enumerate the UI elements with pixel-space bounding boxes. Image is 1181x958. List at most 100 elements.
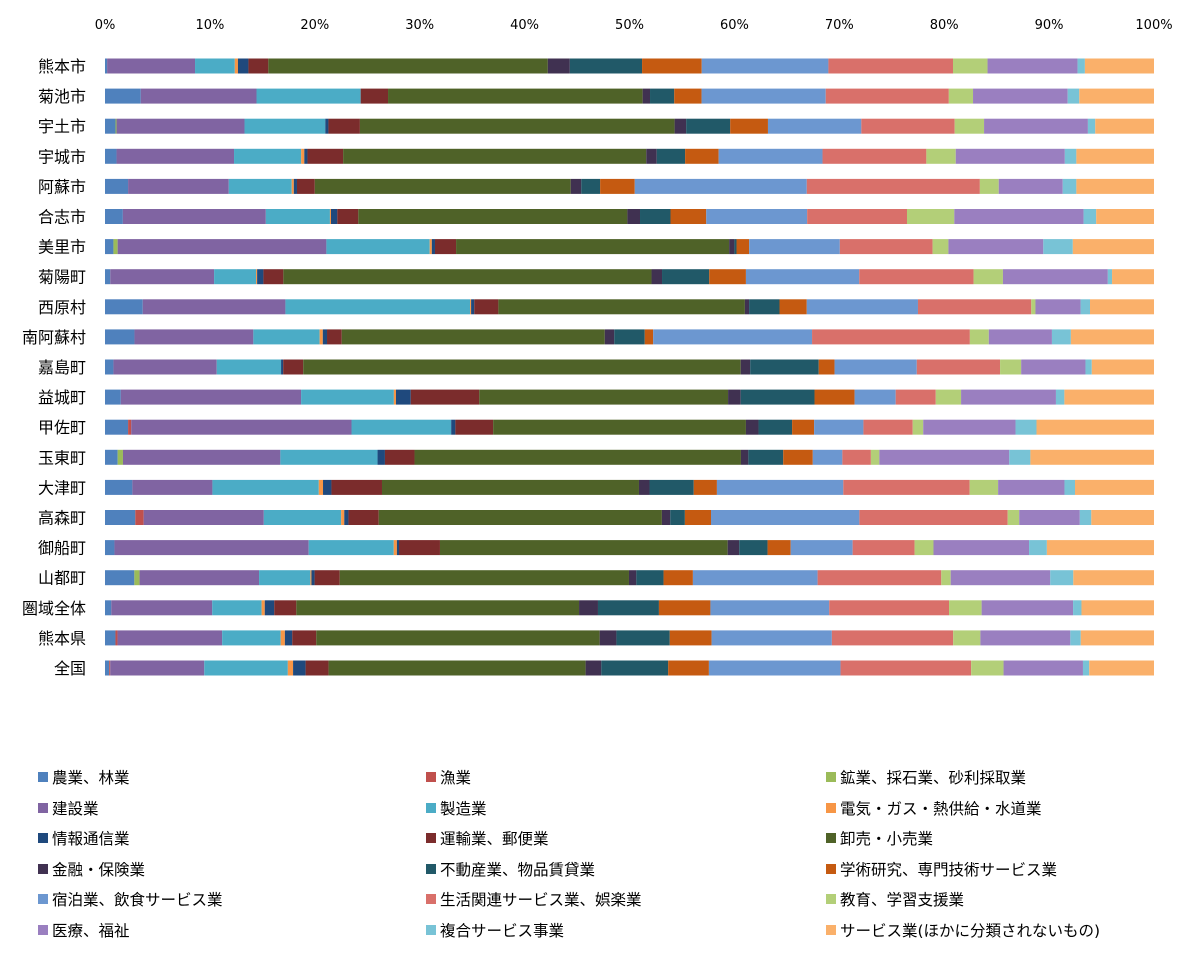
bar-segment [1009, 449, 1031, 465]
bar-segment [840, 660, 972, 676]
bar-segment [264, 600, 275, 616]
bar-segment [105, 510, 136, 525]
bar-segment [988, 329, 1052, 345]
bar-segment [399, 540, 440, 556]
bar-segment [1090, 299, 1154, 315]
bar-segment [973, 269, 1003, 285]
category-label: 熊本県 [38, 629, 86, 648]
bar-segment [1095, 118, 1154, 134]
legend-label: 電気・ガス・熱供給・水道業 [840, 799, 1042, 818]
bar-segment [1076, 148, 1154, 164]
bar-segment [105, 660, 110, 676]
bar-segment [341, 510, 345, 525]
bar-segment [709, 269, 746, 285]
bar-segment [812, 329, 970, 345]
bar-segment [1064, 389, 1154, 405]
legend-swatch [826, 894, 836, 905]
bar-segment [1079, 88, 1154, 104]
bar-segment [1051, 329, 1071, 345]
category-label: 阿蘇市 [38, 177, 86, 196]
category-label: 御船町 [38, 539, 86, 558]
bar-row [105, 510, 1154, 525]
bar-segment [879, 449, 1010, 465]
legend-swatch [826, 924, 836, 935]
bar-segment [110, 269, 215, 285]
bar-segment [212, 479, 319, 495]
bar-segment [854, 389, 896, 405]
bar-segment [817, 570, 942, 586]
bar-segment [740, 389, 815, 405]
bar-segment [128, 178, 229, 194]
bar-segment [1067, 88, 1080, 104]
bar-segment [998, 479, 1065, 495]
bar-segment [115, 118, 117, 134]
bar-segment [640, 209, 671, 224]
category-label: 合志市 [38, 208, 86, 227]
bar-segment [739, 540, 768, 556]
bar-segment [327, 329, 342, 345]
bar-segment [105, 570, 135, 586]
bar-segment [923, 419, 1016, 435]
legend-item: 宿泊業、飲食サービス業 [38, 884, 426, 915]
bar-segment [1000, 359, 1022, 375]
bar-segment [341, 329, 605, 345]
bar-segment [952, 58, 988, 74]
category-label: 美里市 [38, 238, 86, 257]
bar-segment [638, 479, 650, 495]
bar-segment [1070, 630, 1081, 646]
legend-label: 医療、福祉 [52, 921, 130, 940]
bar-segment [708, 660, 841, 676]
bar-segment [285, 299, 471, 315]
bar-segment [134, 329, 254, 345]
bar-segment [498, 299, 745, 315]
bar-segment [693, 479, 717, 495]
bar-segment [861, 118, 955, 134]
bar-segment [656, 148, 686, 164]
bar-segment [451, 419, 456, 435]
bar-segment [674, 118, 687, 134]
bar-segment [692, 570, 818, 586]
bar-segment [434, 239, 457, 255]
legend-item: 製造業 [426, 793, 826, 824]
bar-segment [1087, 118, 1096, 134]
bar-segment [852, 540, 915, 556]
bar-segment [730, 118, 768, 134]
bar-segment [745, 269, 860, 285]
bar-segment [1021, 359, 1086, 375]
bar-segment [581, 178, 601, 194]
bar-segment [105, 58, 108, 74]
legend-label: 教育、学習支援業 [840, 891, 965, 910]
bar-segment [105, 209, 123, 224]
bar-segment [111, 600, 213, 616]
category-label: 全国 [54, 659, 86, 678]
bar-segment [293, 178, 297, 194]
bar-segment [1036, 419, 1154, 435]
bar-segment [806, 178, 980, 194]
bar-segment [348, 510, 379, 525]
bar-segment [685, 148, 719, 164]
bar-segment [600, 178, 635, 194]
legend-item: 医療、福祉 [38, 915, 426, 946]
legend-item: 情報通信業 [38, 823, 426, 854]
bar-segment [261, 600, 265, 616]
bar-segment [953, 630, 981, 646]
bar-row [105, 359, 1154, 375]
bar-segment [686, 118, 731, 134]
category-label: 玉東町 [38, 448, 86, 467]
bar-row [105, 479, 1154, 495]
bar-segment [614, 329, 645, 345]
bar-segment [105, 389, 121, 405]
legend-item: 金融・保険業 [38, 854, 426, 885]
legend-swatch [826, 863, 836, 874]
legend-swatch [38, 924, 48, 935]
bar-segment [646, 148, 657, 164]
bar-segment [105, 299, 143, 315]
bar-segment [293, 660, 306, 676]
bar-row [105, 630, 1154, 646]
legend-label: サービス業(ほかに分類されないもの) [840, 921, 1101, 940]
category-label: 大津町 [38, 478, 86, 497]
bar-segment [470, 299, 472, 315]
bar-segment [139, 570, 260, 586]
bar-segment [818, 359, 835, 375]
bar-segment [914, 540, 934, 556]
